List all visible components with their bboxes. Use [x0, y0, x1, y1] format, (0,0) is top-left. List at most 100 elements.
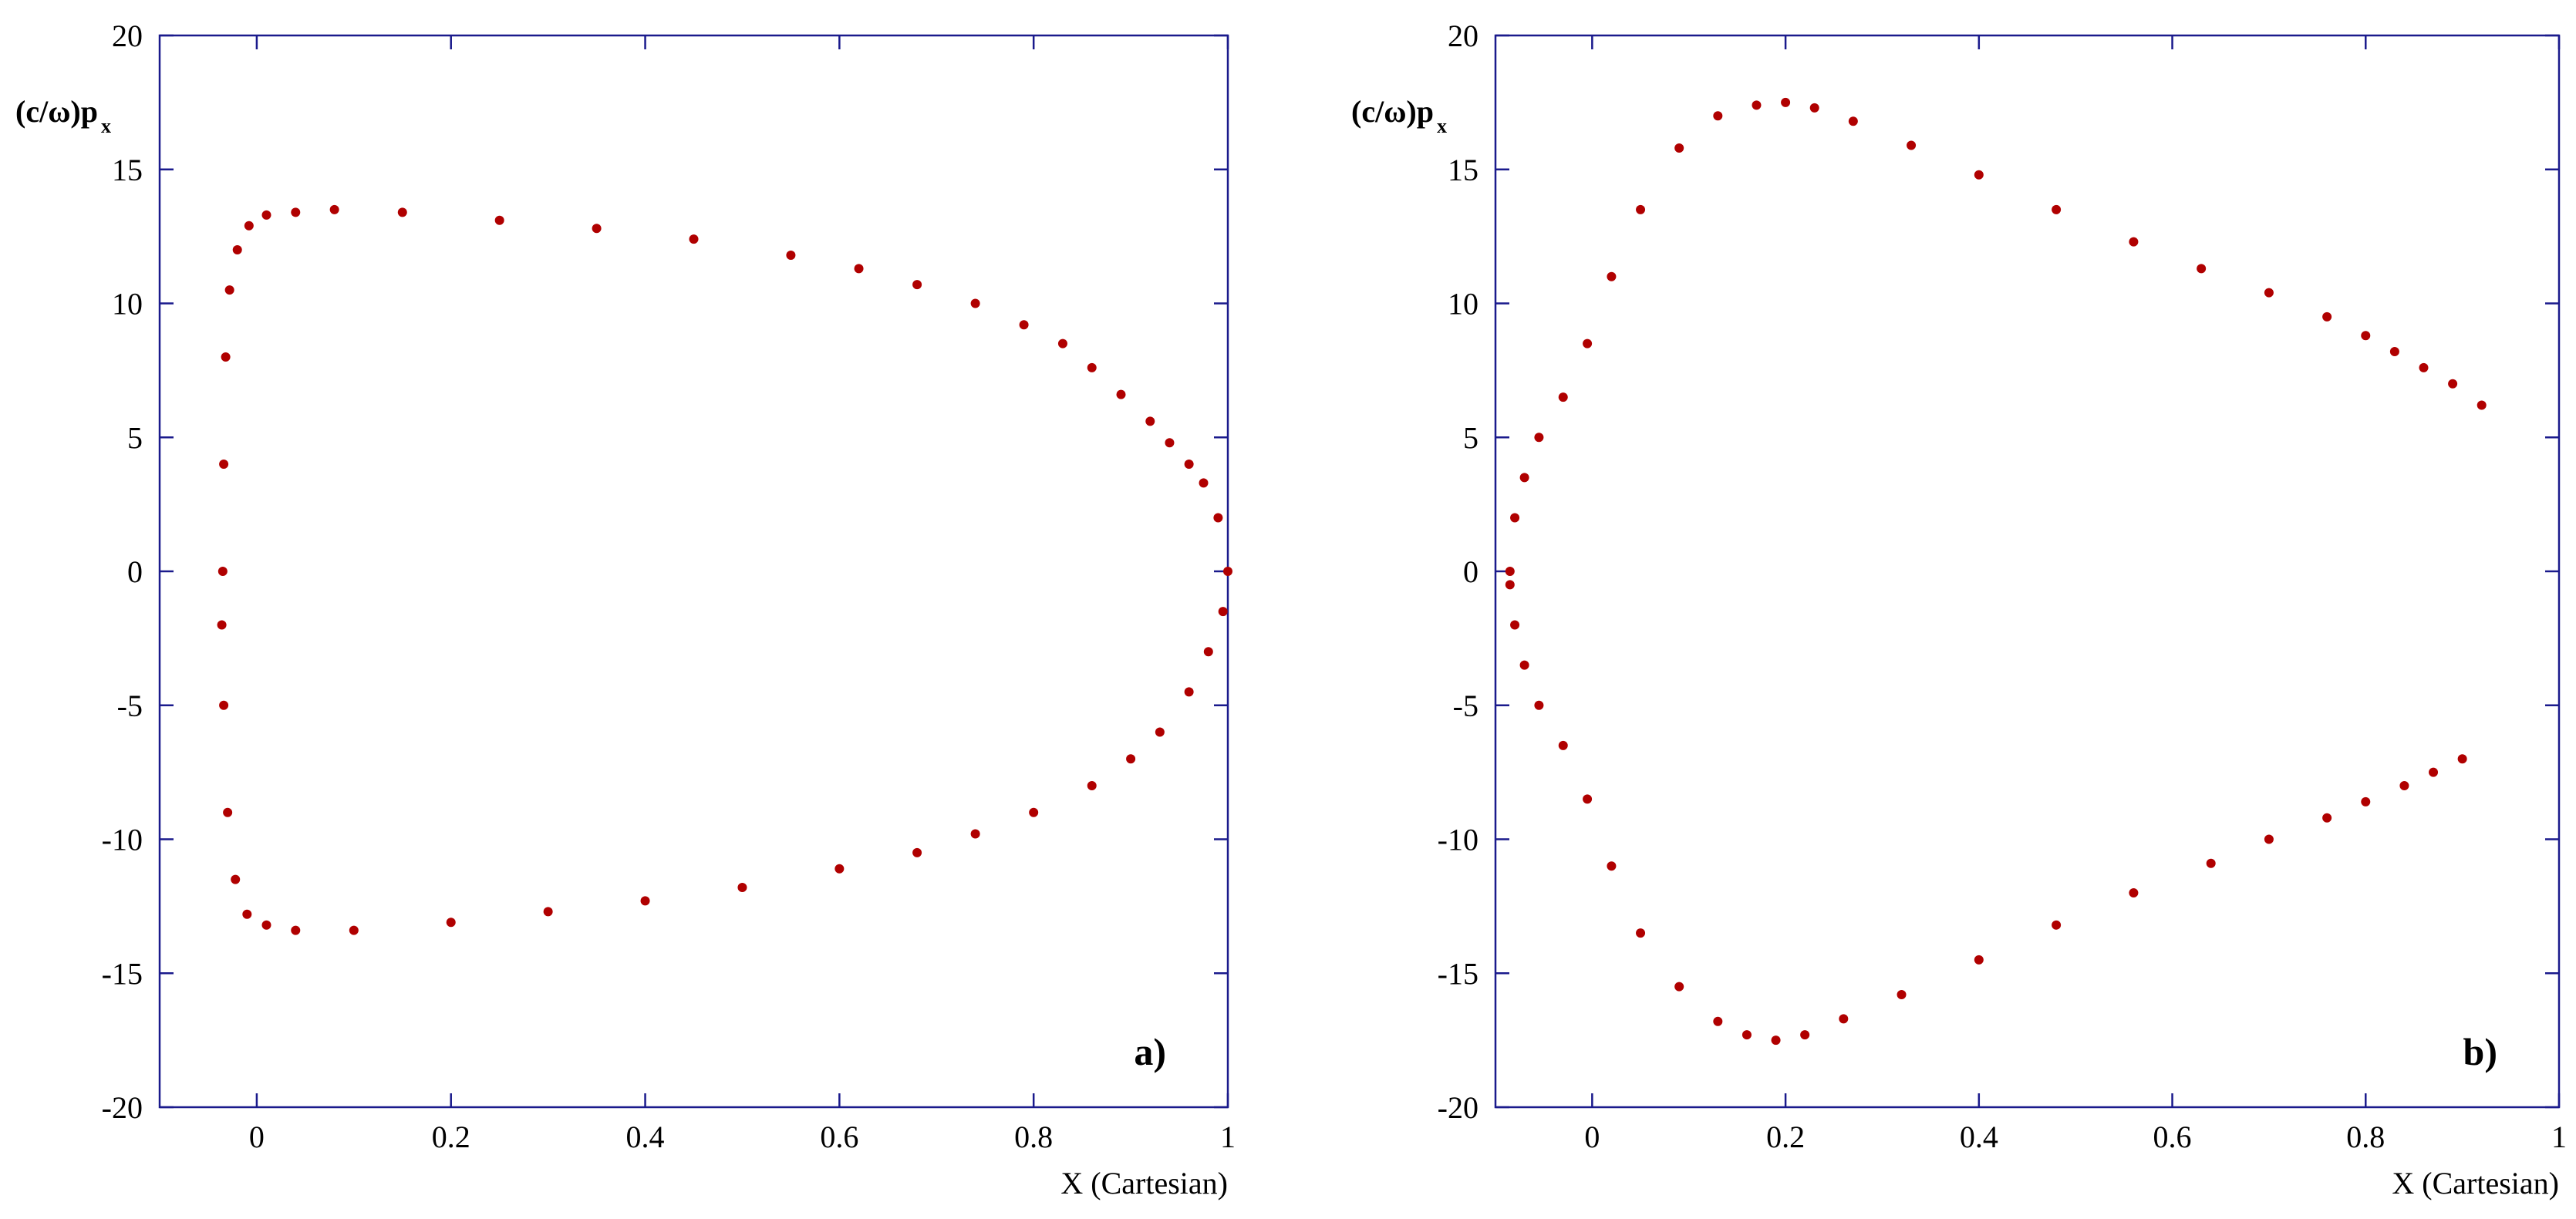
data-point — [1781, 97, 1791, 107]
plot-frame — [1494, 34, 2561, 1109]
data-point — [1558, 740, 1568, 750]
data-point — [1213, 513, 1223, 523]
panel-label: b) — [2463, 1030, 2497, 1073]
x-tick-label: 0.8 — [1014, 1120, 1053, 1154]
series-1 — [217, 204, 1232, 935]
data-point — [1505, 580, 1515, 590]
data-point — [1510, 513, 1520, 523]
y-tick-label: 10 — [112, 287, 143, 322]
data-point — [1155, 727, 1165, 737]
data-point — [1636, 928, 1646, 938]
data-point — [2129, 888, 2139, 897]
panel-label: a) — [1134, 1030, 1166, 1073]
data-point — [494, 215, 504, 225]
data-point — [2477, 400, 2487, 410]
data-point — [912, 280, 922, 290]
data-point — [1184, 687, 1194, 697]
y-tick-label: 15 — [1448, 153, 1479, 187]
chart-panel-2: 0 0.2 0.4 0.6 0.8 1 -20 -15 -10 -5 0 5 10 15 20 (c/ω)p x… — [1351, 19, 2567, 1200]
data-point — [2429, 767, 2439, 777]
data-point — [244, 221, 254, 231]
data-point — [219, 700, 229, 710]
y-tick-label: 15 — [112, 153, 143, 187]
y-tick-label: -10 — [102, 823, 143, 857]
data-point — [291, 925, 301, 935]
data-point — [349, 925, 359, 935]
x-tick-label: 0.6 — [820, 1120, 858, 1154]
data-point — [1839, 1014, 1849, 1024]
data-point — [786, 250, 796, 260]
data-point — [1636, 204, 1646, 214]
data-point — [1126, 754, 1136, 764]
data-point — [2052, 204, 2062, 214]
data-point — [2389, 347, 2399, 357]
data-point — [261, 920, 271, 930]
data-point — [1534, 433, 1544, 443]
data-point — [1165, 438, 1175, 448]
data-point — [1974, 170, 1984, 180]
data-point — [2361, 331, 2371, 341]
data-point — [217, 620, 227, 630]
data-point — [835, 864, 845, 874]
data-point — [2264, 288, 2274, 298]
data-point — [1607, 861, 1617, 871]
x-axis-label: X (Cartesian) — [1060, 1166, 1228, 1200]
data-point — [1713, 1016, 1723, 1026]
data-point — [640, 896, 650, 906]
data-point — [1145, 416, 1155, 426]
x-axis-label: X (Cartesian) — [2392, 1166, 2559, 1200]
data-point — [854, 264, 864, 274]
x-tick-label: 1 — [2551, 1120, 2567, 1154]
data-point — [1674, 143, 1684, 153]
data-point — [737, 883, 747, 893]
data-point — [2264, 834, 2274, 844]
data-point — [1752, 100, 1762, 110]
y-tick-label: 0 — [127, 554, 143, 589]
x-tick-label: 0.8 — [2346, 1120, 2385, 1154]
x-tick-label: 0.2 — [1766, 1120, 1805, 1154]
data-point — [1029, 807, 1039, 817]
data-point — [329, 204, 339, 214]
x-tick-label: 0 — [249, 1120, 265, 1154]
data-point — [446, 918, 456, 928]
data-point — [2457, 754, 2467, 764]
y-tick-label: -15 — [1438, 956, 1479, 991]
data-point — [1184, 460, 1194, 469]
plot-frame — [158, 34, 1229, 1109]
data-point — [1713, 111, 1723, 121]
data-point — [1087, 781, 1097, 790]
x-tick-label: 1 — [1220, 1120, 1236, 1154]
data-point — [1800, 1030, 1810, 1040]
y-tick-label: -10 — [1438, 823, 1479, 857]
y-tick-label: -15 — [102, 956, 143, 991]
data-point — [2361, 796, 2371, 806]
data-point — [1057, 338, 1067, 349]
data-point — [543, 907, 553, 917]
data-point — [970, 298, 980, 308]
x-tick-label: 0.4 — [626, 1120, 665, 1154]
data-point — [1907, 140, 1917, 150]
data-point — [2322, 813, 2332, 823]
data-point — [1203, 647, 1213, 657]
y-tick-label: 5 — [127, 420, 143, 455]
data-point — [1848, 116, 1858, 126]
data-point — [689, 234, 699, 244]
y-axis-label: (c/ω)p x — [1351, 94, 1447, 137]
data-point — [592, 224, 602, 234]
data-point — [1583, 794, 1593, 804]
data-point — [219, 460, 229, 469]
x-tick-label: 0 — [1584, 1120, 1600, 1154]
y-tick-label: 20 — [1448, 19, 1479, 53]
data-point — [2052, 920, 2062, 930]
data-point — [2399, 781, 2409, 790]
series-1 — [1505, 97, 2487, 576]
data-point — [232, 245, 242, 254]
y-tick-label: 5 — [1463, 420, 1479, 455]
data-point — [1534, 700, 1544, 710]
data-point — [2419, 362, 2429, 372]
data-point — [1510, 620, 1520, 630]
data-point — [217, 567, 228, 576]
data-point — [224, 285, 234, 295]
x-tick-label: 0.4 — [1960, 1120, 1998, 1154]
